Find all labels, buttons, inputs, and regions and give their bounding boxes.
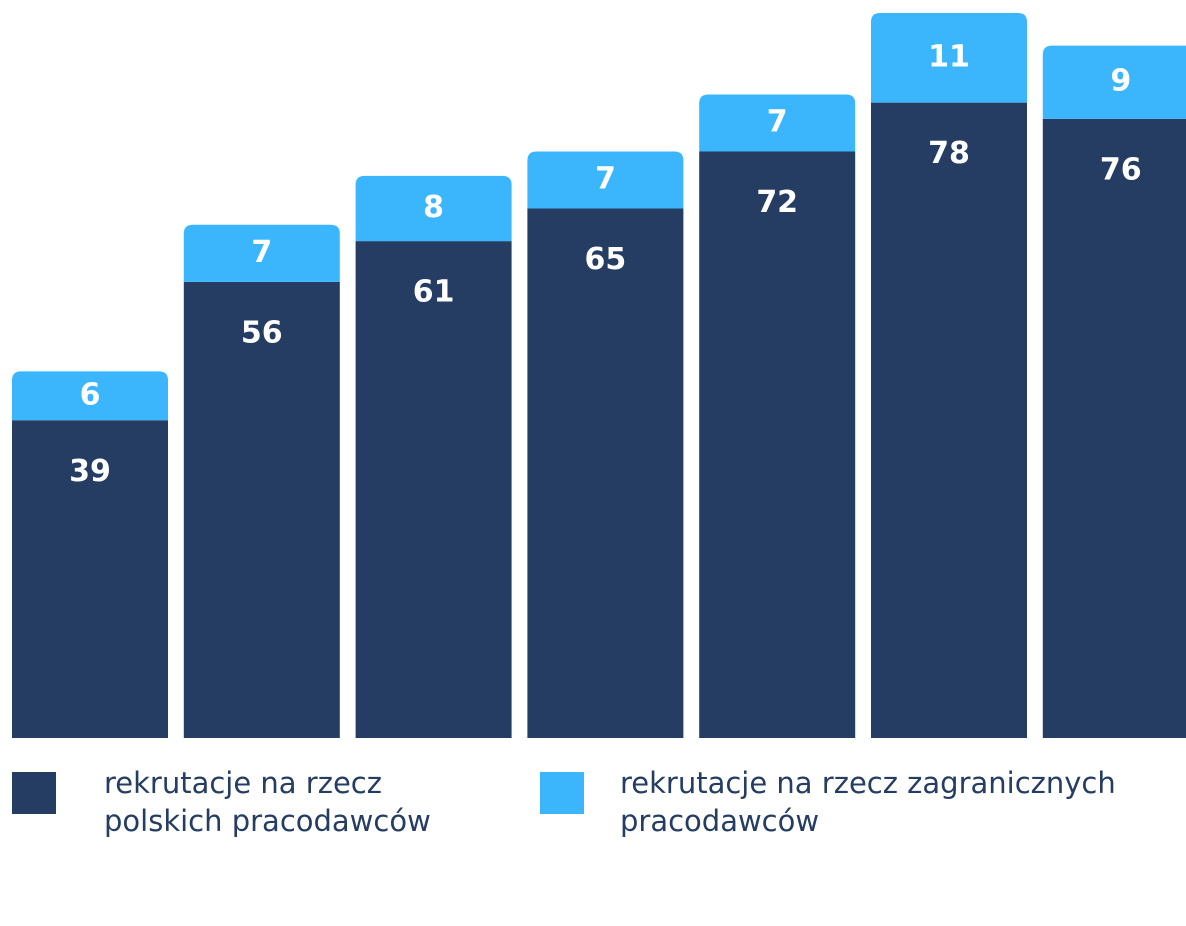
data-label: 72 <box>756 185 798 220</box>
data-label: 76 <box>1100 152 1142 187</box>
plot: 3961Q20215672Q20216183Q20216574Q20217271… <box>12 13 1186 738</box>
bar-segment <box>355 241 512 738</box>
bar-segment <box>699 151 856 738</box>
data-label: 65 <box>585 242 627 277</box>
legend-swatch <box>12 772 56 814</box>
legend-label: rekrutacje na rzecz polskich pracodawców <box>104 766 431 838</box>
data-label: 9 <box>1110 64 1131 99</box>
bar-segment <box>183 281 340 738</box>
bar-segment <box>1042 118 1186 738</box>
data-label: 7 <box>595 161 616 196</box>
data-label: 8 <box>423 190 444 225</box>
bar-segment <box>527 151 684 209</box>
bar-segment <box>12 420 168 738</box>
data-label: 56 <box>241 315 283 350</box>
legend-swatch <box>540 772 584 814</box>
bar-segment <box>12 371 168 421</box>
data-label: 78 <box>928 136 970 171</box>
legend-item: rekrutacje na rzecz polskich pracodawców <box>12 764 512 840</box>
legend-label: rekrutacje na rzecz zagranicznych pracod… <box>620 766 1116 838</box>
data-label: 7 <box>767 104 788 139</box>
bar-segment <box>1042 45 1186 119</box>
bar-segment <box>871 102 1027 738</box>
legend-item: rekrutacje na rzecz zagranicznych pracod… <box>540 764 1180 840</box>
bar-segment <box>871 13 1027 103</box>
bar-segment <box>527 208 684 738</box>
bar-segment <box>355 175 512 242</box>
data-label: 6 <box>80 377 101 412</box>
bar-segment <box>699 94 856 152</box>
bar-segment <box>183 224 340 282</box>
data-label: 61 <box>413 275 455 310</box>
data-label: 39 <box>69 454 111 489</box>
data-label: 11 <box>928 39 970 74</box>
data-label: 7 <box>251 235 272 270</box>
